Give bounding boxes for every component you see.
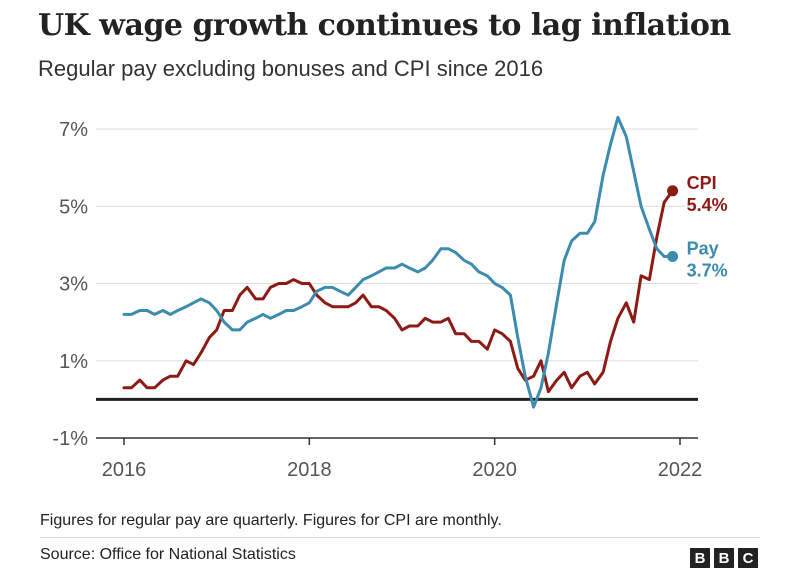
y-tick-label: -1% [52, 428, 88, 450]
logo-letter-b2: B [714, 548, 734, 568]
pay-series-label: Pay [687, 238, 719, 258]
footnote: Figures for regular pay are quarterly. F… [40, 512, 502, 529]
y-tick-label: 5% [59, 196, 88, 218]
logo-letter-c: C [738, 548, 758, 568]
cpi-value-label: 5.4% [687, 195, 728, 215]
x-tick-label: 2018 [287, 459, 332, 481]
y-tick-label: 7% [59, 119, 88, 141]
bbc-logo: B B C [690, 548, 758, 568]
chart-title: UK wage growth continues to lag inflatio… [38, 8, 731, 43]
pay-line [122, 115, 675, 409]
cpi-line [122, 189, 675, 394]
x-tick-label: 2020 [472, 459, 517, 481]
cpi-end-point [667, 185, 679, 197]
axes: -1% 1% 3% 5% 7% 2016 2018 2020 2022 [52, 119, 702, 481]
logo-letter-b1: B [690, 548, 710, 568]
y-tick-label: 3% [59, 274, 88, 296]
pay-value-label: 3.7% [687, 260, 728, 280]
source-note: Source: Office for National Statistics [40, 546, 296, 563]
x-tick-label: 2016 [102, 459, 147, 481]
cpi-series-label: CPI [687, 173, 717, 193]
x-tick-label: 2022 [658, 459, 703, 481]
divider [40, 537, 760, 538]
chart-subtitle: Regular pay excluding bonuses and CPI si… [38, 56, 544, 81]
series-lines [122, 115, 679, 409]
y-tick-label: 1% [59, 351, 88, 373]
pay-end-point [667, 250, 679, 262]
